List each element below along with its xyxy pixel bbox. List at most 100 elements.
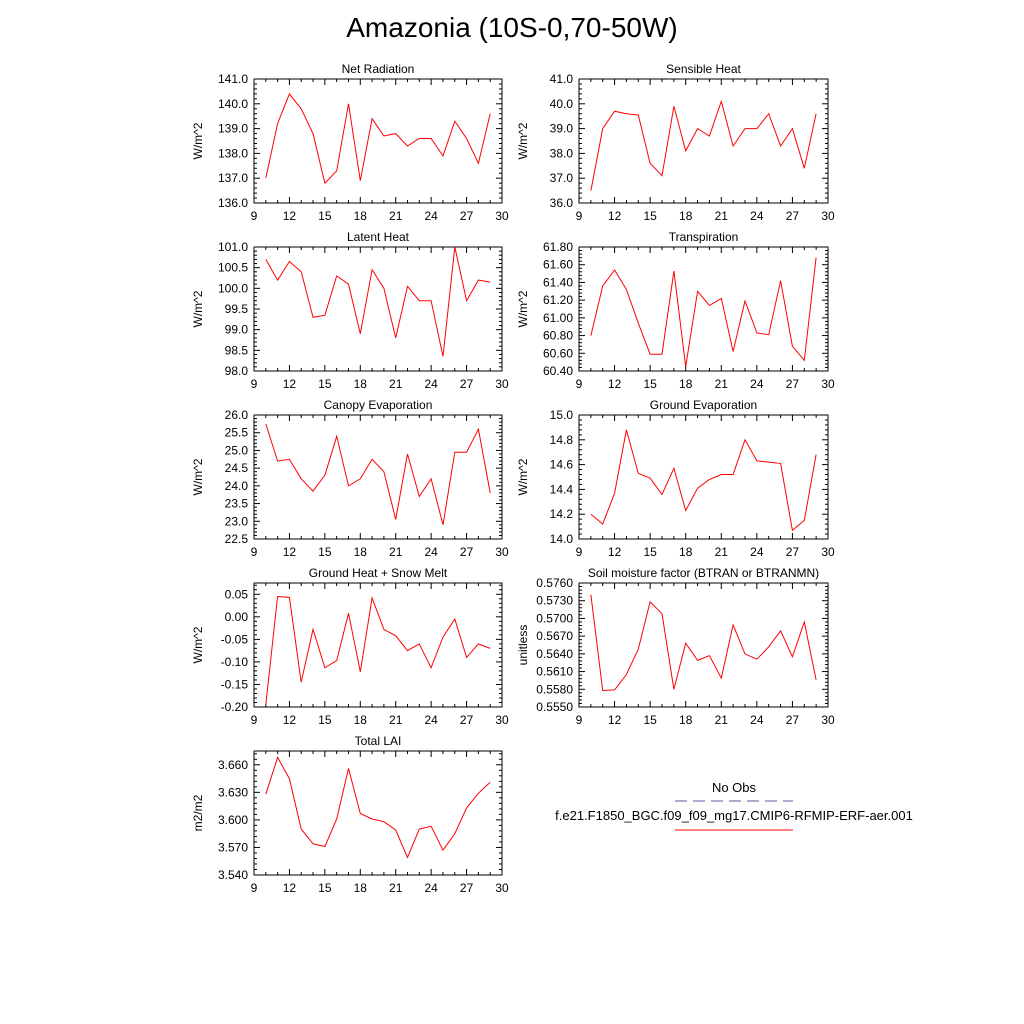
y-tick-label: 98.0: [225, 364, 249, 378]
x-tick-label: 21: [715, 377, 729, 391]
y-tick-label: 60.40: [543, 364, 573, 378]
x-tick-label: 12: [283, 377, 297, 391]
y-tick-label: 26.0: [225, 408, 249, 422]
y-tick-label: 37.0: [550, 171, 574, 185]
legend-obs-label: No Obs: [711, 780, 757, 795]
x-tick-label: 24: [750, 377, 764, 391]
series-line: [590, 594, 817, 692]
plot-frame: [253, 750, 503, 876]
x-tick-label: 27: [786, 713, 800, 727]
chart-panel-6: Ground Evaporation W/m^2 9 12 15 18 21 24 27 30 14…: [516, 398, 835, 559]
x-tick-label: 12: [608, 545, 622, 559]
chart-panel-7: Ground Heat + Snow Melt W/m^2 9 12 15 18 21 24 2…: [191, 566, 509, 727]
x-tick-label: 21: [389, 881, 403, 895]
x-tick-label: 24: [424, 377, 438, 391]
x-tick-label: 18: [679, 377, 693, 391]
x-tick-label: 21: [389, 209, 403, 223]
x-tick-label: 27: [460, 545, 474, 559]
y-tick-label: 14.4: [550, 482, 574, 496]
y-tick-label: 99.5: [225, 302, 249, 316]
y-tick-label: 14.2: [550, 507, 574, 521]
chart-panel-3: Latent Heat W/m^2 9 12 15 18 21 24 27 30 98.0 98.5 9…: [191, 230, 509, 391]
x-tick-label: 24: [424, 881, 438, 895]
x-tick-label: 15: [318, 209, 332, 223]
x-tick-label: 18: [354, 881, 368, 895]
y-axis-label: W/m^2: [191, 458, 205, 495]
x-tick-label: 18: [354, 545, 368, 559]
x-tick-label: 27: [460, 377, 474, 391]
x-tick-label: 30: [495, 209, 509, 223]
series-line: [265, 246, 491, 357]
chart-panel-9: Total LAI m2/m2 9 12 15 18 21 24 27 30 3.540 3.570 3…: [191, 734, 509, 895]
x-tick-label: 12: [608, 377, 622, 391]
x-tick-label: 27: [786, 209, 800, 223]
x-tick-label: 9: [251, 209, 258, 223]
y-tick-label: 100.5: [218, 261, 248, 275]
panel-title: Net Radiation: [342, 62, 415, 76]
y-axis-label: unitless: [516, 625, 530, 666]
x-tick-label: 21: [389, 713, 403, 727]
x-tick-label: 30: [495, 377, 509, 391]
y-tick-label: 40.0: [550, 97, 574, 111]
panel-title: Canopy Evaporation: [324, 398, 433, 412]
y-axis-label: W/m^2: [191, 626, 205, 663]
y-tick-label: 23.5: [225, 497, 249, 511]
y-axis-label: W/m^2: [191, 290, 205, 327]
x-tick-label: 24: [424, 545, 438, 559]
chart-panel-4: Transpiration W/m^2 9 12 15 18 21 24 27 30 60.40 60…: [516, 230, 835, 391]
y-tick-label: 15.0: [550, 408, 574, 422]
x-tick-label: 30: [495, 713, 509, 727]
x-tick-label: 30: [821, 377, 835, 391]
y-tick-label: -0.10: [221, 655, 249, 669]
y-tick-label: 22.5: [225, 532, 249, 546]
panel-title: Soil moisture factor (BTRAN or BTRANMN): [588, 566, 819, 580]
y-tick-label: 137.0: [218, 171, 248, 185]
plot-frame: [253, 78, 503, 204]
plot-frame: [253, 414, 503, 540]
y-tick-label: 39.0: [550, 122, 574, 136]
y-axis-label: m2/m2: [191, 794, 205, 831]
x-tick-label: 15: [318, 377, 332, 391]
chart-panel-1: Net Radiation W/m^2 9 12 15 18 21 24 27 30 136.0 13…: [191, 62, 509, 223]
y-tick-label: 61.40: [543, 275, 573, 289]
y-tick-label: 101.0: [218, 240, 248, 254]
x-tick-label: 30: [821, 209, 835, 223]
x-tick-label: 12: [283, 713, 297, 727]
x-tick-label: 27: [786, 377, 800, 391]
x-tick-label: 30: [495, 881, 509, 895]
y-tick-label: 3.600: [218, 813, 248, 827]
x-tick-label: 18: [679, 713, 693, 727]
x-tick-label: 9: [576, 209, 583, 223]
x-tick-label: 18: [679, 209, 693, 223]
plot-frame: [578, 78, 829, 204]
x-tick-label: 24: [424, 713, 438, 727]
y-tick-label: 25.5: [225, 426, 249, 440]
panel-title: Transpiration: [669, 230, 739, 244]
x-tick-label: 27: [786, 545, 800, 559]
x-tick-label: 21: [389, 377, 403, 391]
plot-frame: [578, 414, 829, 540]
series-line: [265, 423, 491, 525]
x-tick-label: 12: [608, 713, 622, 727]
plot-frame: [253, 246, 503, 372]
y-tick-label: 0.5730: [536, 594, 573, 608]
panel-title: Sensible Heat: [666, 62, 741, 76]
plot-frame: [253, 582, 503, 708]
x-tick-label: 9: [576, 545, 583, 559]
y-tick-label: 24.5: [225, 461, 249, 475]
y-tick-label: 0.5700: [536, 611, 573, 625]
x-tick-label: 27: [460, 713, 474, 727]
y-tick-label: 0.5610: [536, 665, 573, 679]
y-tick-label: 61.80: [543, 240, 573, 254]
x-tick-label: 27: [460, 881, 474, 895]
x-tick-label: 18: [354, 377, 368, 391]
x-tick-label: 15: [318, 545, 332, 559]
y-tick-label: 61.00: [543, 311, 573, 325]
y-tick-label: 3.540: [218, 868, 248, 882]
panel-title: Latent Heat: [347, 230, 410, 244]
x-tick-label: 24: [750, 713, 764, 727]
plot-frame: [578, 582, 829, 708]
y-tick-label: 3.570: [218, 840, 248, 854]
x-tick-label: 9: [251, 713, 258, 727]
y-tick-label: 25.0: [225, 443, 249, 457]
